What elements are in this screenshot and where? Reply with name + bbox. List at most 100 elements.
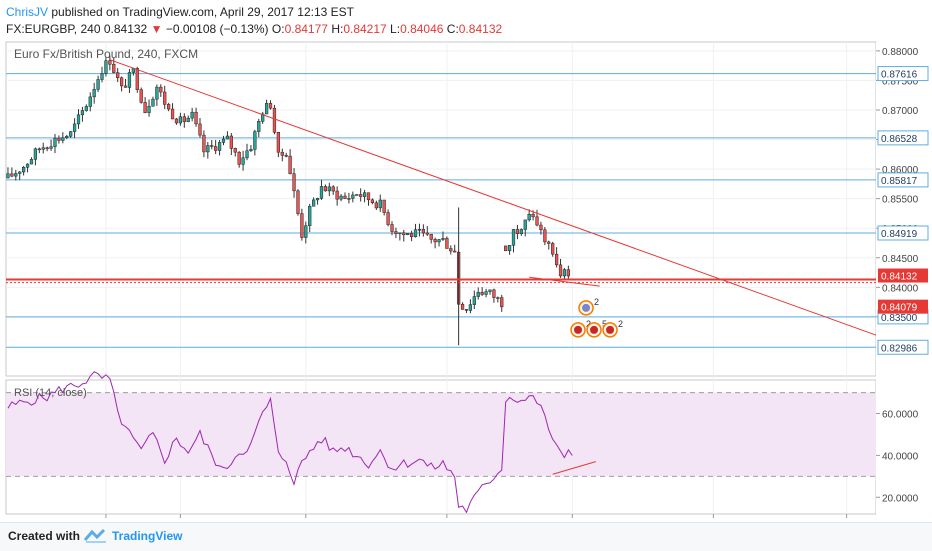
- candle: [540, 225, 543, 230]
- candle: [387, 213, 390, 225]
- candle: [108, 61, 111, 65]
- candle: [543, 230, 546, 242]
- candle: [410, 233, 413, 236]
- candle: [402, 233, 405, 235]
- candle: [418, 229, 421, 230]
- candle: [297, 191, 300, 214]
- red-price-label: 0.84079: [881, 303, 918, 314]
- candle: [430, 234, 433, 239]
- candle: [379, 200, 382, 208]
- candle: [265, 103, 268, 114]
- candle: [516, 229, 519, 233]
- price-change: −0.00108 (−0.13%): [166, 22, 269, 36]
- candle: [312, 200, 315, 206]
- rsi-tick-label: 60.0000: [882, 410, 919, 421]
- candle: [332, 187, 335, 191]
- level-price-label: 0.86528: [881, 134, 918, 145]
- candle: [97, 79, 100, 89]
- candle: [46, 148, 49, 149]
- candle: [136, 68, 139, 89]
- high-value: 0.84217: [343, 22, 386, 36]
- candle: [246, 151, 249, 158]
- flag-icon: [582, 304, 590, 312]
- candle: [112, 64, 115, 72]
- candle: [473, 297, 476, 305]
- candle: [469, 305, 472, 311]
- level-price-label: 0.83500: [881, 313, 918, 324]
- candle: [453, 251, 456, 252]
- last-price: 0.84132: [104, 22, 147, 36]
- candle: [22, 167, 25, 172]
- event-badge-count: 2: [594, 297, 599, 307]
- candle: [316, 198, 319, 200]
- candle: [536, 217, 539, 225]
- candle: [500, 298, 503, 307]
- candle: [250, 149, 253, 150]
- candle: [253, 132, 256, 150]
- candle: [320, 186, 323, 198]
- open-label: O:: [272, 22, 285, 36]
- low-label: L:: [390, 22, 400, 36]
- candle: [73, 124, 76, 132]
- level-price-label: 0.84919: [881, 229, 918, 240]
- candle: [359, 195, 362, 197]
- candle: [26, 164, 29, 167]
- candle: [477, 292, 480, 296]
- candle: [65, 136, 68, 137]
- candle: [485, 292, 488, 295]
- chart-area[interactable]: Euro Fx/British Pound, 240, FXCM 2 2 5 2 0.88…: [0, 38, 932, 522]
- author-link[interactable]: ChrisJV: [6, 5, 48, 19]
- candle: [465, 309, 468, 310]
- candle: [426, 233, 429, 234]
- candle: [414, 230, 417, 237]
- candle: [61, 138, 64, 141]
- candle: [555, 254, 558, 265]
- created-with-text: Created with: [8, 529, 80, 543]
- candle: [187, 118, 190, 122]
- candle: [203, 135, 206, 152]
- candle: [124, 86, 127, 88]
- candle: [140, 90, 143, 103]
- candle: [422, 229, 425, 233]
- price-tick-label: 0.84000: [882, 283, 919, 294]
- candle: [493, 290, 496, 298]
- candle: [206, 146, 209, 152]
- candle: [363, 193, 366, 197]
- candle: [18, 172, 21, 173]
- level-price-label: 0.85817: [881, 176, 918, 187]
- candle: [101, 74, 104, 80]
- candle: [195, 112, 198, 124]
- candle: [449, 249, 452, 252]
- candle: [324, 186, 327, 190]
- high-label: H:: [331, 22, 343, 36]
- candle: [340, 196, 343, 199]
- candle: [42, 148, 45, 149]
- price-pane: [6, 42, 876, 376]
- candle: [257, 121, 260, 131]
- rsi-tick-label: 20.0000: [882, 493, 919, 504]
- candle: [285, 155, 288, 156]
- candle: [222, 139, 225, 142]
- candle: [179, 117, 182, 123]
- tradingview-logo-icon[interactable]: [84, 527, 108, 545]
- candle: [238, 152, 241, 164]
- candle: [520, 229, 523, 233]
- price-tick-label: 0.88000: [882, 47, 919, 58]
- candle: [148, 106, 151, 112]
- candle: [242, 158, 245, 164]
- candle: [210, 146, 213, 147]
- price-tick-label: 0.85500: [882, 195, 919, 206]
- candle: [528, 214, 531, 220]
- candle: [105, 61, 108, 74]
- low-value: 0.84046: [400, 22, 443, 36]
- candle: [34, 149, 37, 160]
- tradingview-brand[interactable]: TradingView: [112, 529, 182, 543]
- candle: [11, 174, 14, 176]
- candle: [496, 298, 499, 299]
- candle: [152, 99, 155, 106]
- candle: [128, 72, 131, 87]
- candle: [54, 138, 57, 147]
- candle: [175, 119, 178, 123]
- candle: [77, 115, 80, 124]
- candle: [395, 231, 398, 233]
